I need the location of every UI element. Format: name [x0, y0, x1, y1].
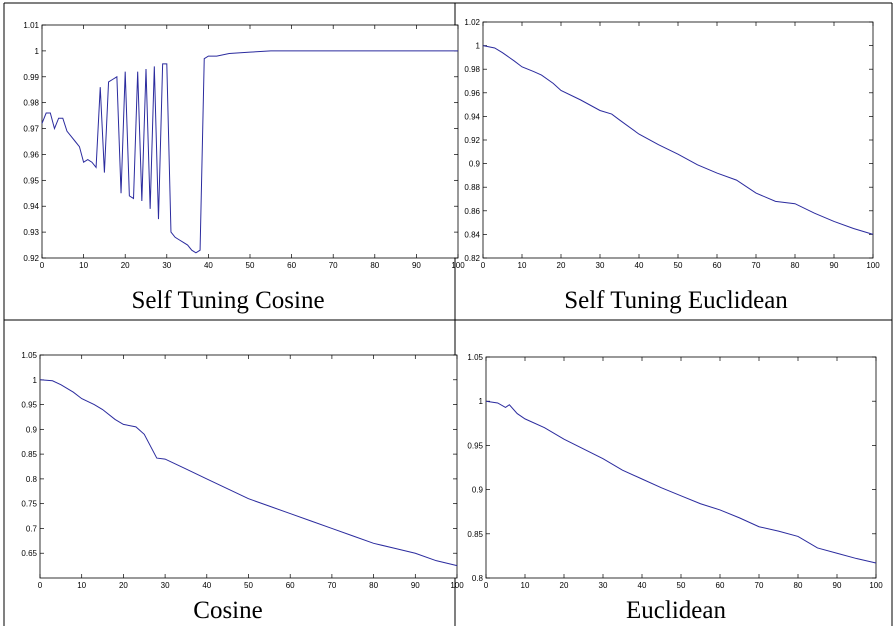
x-tick-label: 50	[674, 261, 683, 270]
x-tick-label: 30	[162, 261, 171, 270]
y-tick-label: 1	[479, 397, 484, 406]
x-tick-label: 70	[755, 581, 764, 590]
x-tick-label: 100	[869, 581, 883, 590]
x-tick-label: 40	[204, 261, 213, 270]
x-tick-label: 90	[411, 581, 420, 590]
x-tick-label: 60	[716, 581, 725, 590]
x-tick-label: 10	[79, 261, 88, 270]
y-tick-label: 0.85	[467, 530, 483, 539]
x-tick-label: 60	[713, 261, 722, 270]
x-tick-label: 80	[794, 581, 803, 590]
x-tick-label: 0	[481, 261, 486, 270]
panel-caption: Cosine	[193, 597, 262, 624]
y-tick-label: 0.97	[23, 125, 39, 134]
y-tick-label: 0.98	[23, 99, 39, 108]
plot-area	[39, 354, 458, 579]
y-tick-label: 0.85	[21, 450, 37, 459]
x-tick-label: 70	[327, 581, 336, 590]
data-line	[39, 379, 458, 567]
x-tick-label: 20	[560, 581, 569, 590]
x-tick-label: 10	[518, 261, 527, 270]
x-tick-label: 70	[752, 261, 761, 270]
y-tick-label: 1.05	[21, 351, 37, 360]
x-tick-label: 100	[451, 261, 465, 270]
y-tick-label: 0.94	[464, 112, 480, 121]
y-tick-label: 0.95	[467, 441, 483, 450]
x-tick-label: 0	[38, 581, 43, 590]
y-tick-label: 0.9	[469, 160, 481, 169]
y-tick-label: 0.94	[23, 202, 39, 211]
panel: 0 10 20 30 40 50 60 70 80 90 100 0.82 0.84 0.86 0.88 0.…	[464, 18, 880, 314]
y-tick-label: 1.01	[23, 21, 39, 30]
y-tick-label: 0.95	[21, 401, 37, 410]
x-tick-label: 80	[369, 581, 378, 590]
y-tick-label: 0.96	[464, 89, 480, 98]
x-tick-label: 100	[450, 581, 464, 590]
y-tick-label: 0.9	[472, 486, 484, 495]
data-line	[41, 50, 458, 254]
y-tick-label: 1	[35, 47, 40, 56]
x-tick-label: 20	[121, 261, 130, 270]
x-tick-label: 70	[329, 261, 338, 270]
y-tick-label: 0.98	[464, 65, 480, 74]
y-tick-label: 0.75	[21, 500, 37, 509]
y-tick-label: 0.84	[464, 230, 480, 239]
y-tick-label: 0.9	[26, 425, 38, 434]
plot-area	[482, 21, 874, 259]
plot-area	[485, 356, 877, 579]
x-tick-label: 30	[599, 581, 608, 590]
y-tick-label: 0.92	[23, 254, 39, 263]
x-tick-label: 40	[202, 581, 211, 590]
x-tick-label: 60	[286, 581, 295, 590]
y-tick-label: 0.93	[23, 228, 39, 237]
x-tick-label: 40	[638, 581, 647, 590]
plot-area	[41, 24, 459, 259]
y-tick-label: 0.88	[464, 183, 480, 192]
x-tick-label: 0	[40, 261, 45, 270]
y-tick-label: 0.99	[23, 73, 39, 82]
y-tick-label: 0.8	[472, 574, 484, 583]
panel: 0 10 20 30 40 50 60 70 80 90 100 0.92 0.93 0.94 0.95 0.…	[23, 21, 465, 314]
panel: 0 10 20 30 40 50 60 70 80 90 100 0.65 0.7 0.75 0.8 0.85…	[21, 351, 464, 624]
y-tick-label: 1	[33, 376, 38, 385]
x-tick-label: 30	[161, 581, 170, 590]
x-tick-label: 80	[370, 261, 379, 270]
y-tick-label: 0.65	[21, 549, 37, 558]
data-line	[485, 400, 877, 564]
y-tick-label: 0.82	[464, 254, 480, 263]
x-tick-label: 20	[557, 261, 566, 270]
data-line	[482, 45, 874, 235]
x-tick-label: 50	[244, 581, 253, 590]
y-tick-label: 1.02	[464, 18, 480, 27]
x-tick-label: 90	[412, 261, 421, 270]
y-tick-label: 0.95	[23, 176, 39, 185]
x-tick-label: 90	[833, 581, 842, 590]
y-tick-label: 1.05	[467, 353, 483, 362]
y-tick-label: 0.7	[26, 524, 38, 533]
x-tick-label: 90	[830, 261, 839, 270]
x-tick-label: 100	[866, 261, 880, 270]
x-tick-label: 20	[119, 581, 128, 590]
y-tick-label: 0.8	[26, 475, 38, 484]
y-tick-label: 0.96	[23, 150, 39, 159]
x-tick-label: 10	[77, 581, 86, 590]
panel-caption: Self Tuning Cosine	[131, 287, 324, 314]
x-tick-label: 50	[246, 261, 255, 270]
panel-caption: Self Tuning Euclidean	[564, 287, 788, 314]
x-tick-label: 60	[287, 261, 296, 270]
x-tick-label: 0	[484, 581, 489, 590]
panel-caption: Euclidean	[626, 597, 726, 624]
y-tick-label: 0.92	[464, 136, 480, 145]
y-tick-label: 0.86	[464, 207, 480, 216]
panel: 0 10 20 30 40 50 60 70 80 90 100 0.8 0.85 0.9 0.95 1 1.0…	[467, 353, 883, 624]
x-tick-label: 50	[677, 581, 686, 590]
y-tick-label: 1	[476, 42, 481, 51]
x-tick-label: 80	[791, 261, 800, 270]
x-tick-label: 30	[596, 261, 605, 270]
x-tick-label: 10	[521, 581, 530, 590]
x-tick-label: 40	[635, 261, 644, 270]
